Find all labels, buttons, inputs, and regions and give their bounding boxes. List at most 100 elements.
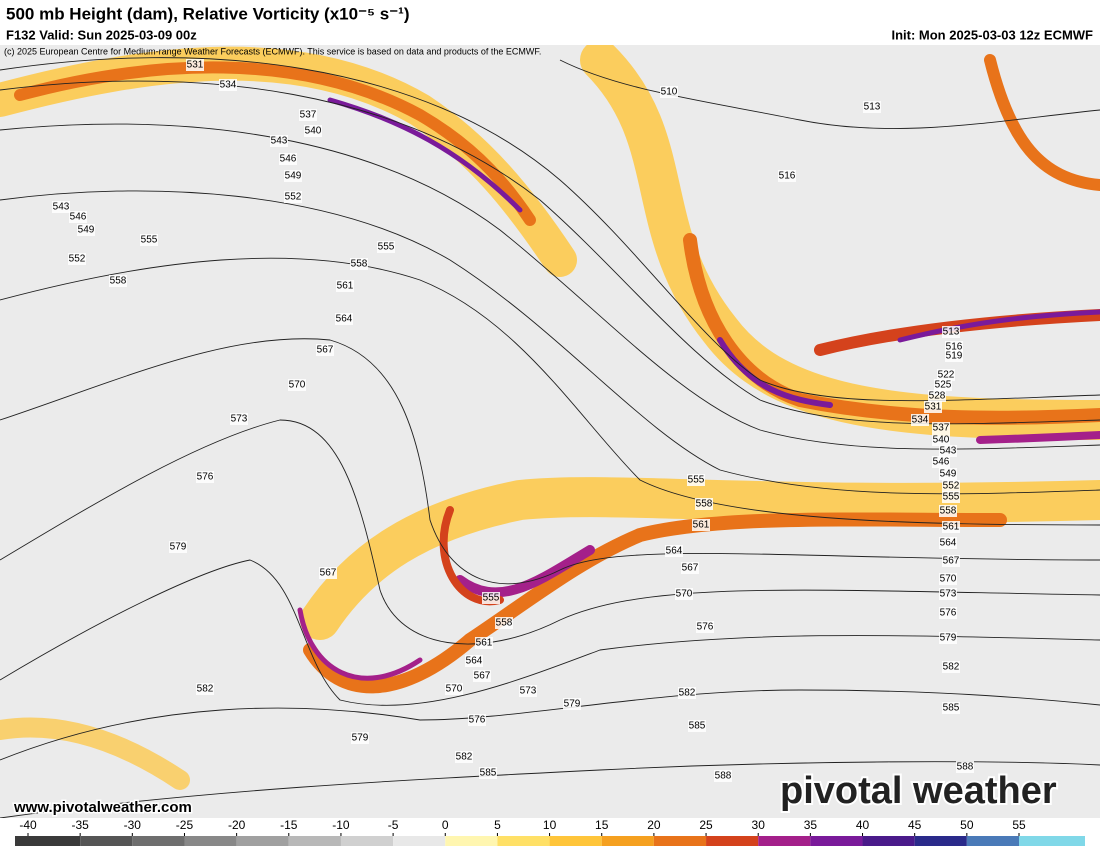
contour-label-bg	[304, 125, 322, 137]
contour-label-bg	[939, 445, 957, 457]
contour-label: 579	[352, 733, 369, 744]
contour-label-bg	[714, 770, 732, 782]
contour-label-bg	[186, 59, 204, 71]
contour-label-bg	[230, 413, 248, 425]
contour-label: 579	[564, 699, 581, 710]
contour-label-bg	[939, 537, 957, 549]
contour-label: 567	[943, 556, 960, 567]
contour-label-bg	[696, 621, 714, 633]
contour-label-bg	[928, 390, 946, 402]
logo: pivotal weather	[780, 770, 1057, 812]
contour-label: 564	[336, 314, 353, 325]
contour-label-bg	[942, 521, 960, 533]
contour-label: 582	[456, 752, 473, 763]
colorbar-tick-label: 25	[699, 818, 713, 832]
contour-label: 564	[940, 538, 957, 549]
contour-label: 582	[197, 684, 214, 695]
contour-label: 555	[378, 242, 395, 253]
colorbar-segment	[80, 836, 133, 846]
colorbar-segment	[862, 836, 915, 846]
colorbar-tick-label: -35	[71, 818, 89, 832]
contour-label-bg	[219, 79, 237, 91]
contour-label-bg	[942, 480, 960, 492]
colorbar-tick-label: 30	[752, 818, 766, 832]
contour-label: 537	[300, 110, 317, 121]
contour-label: 540	[305, 126, 322, 137]
colorbar-segment	[340, 836, 394, 846]
colorbar-segment	[1019, 836, 1085, 846]
contour-label-bg	[932, 456, 950, 468]
contour-label: 540	[933, 435, 950, 446]
contour-label-bg	[455, 751, 473, 763]
contour-label-bg	[377, 241, 395, 253]
contour-label-bg	[942, 555, 960, 567]
contour-label: 564	[666, 546, 683, 557]
colorbar-segment	[445, 836, 498, 846]
colorbar-segment	[966, 836, 1019, 846]
contour-label-bg	[109, 275, 127, 287]
contour-label-bg	[465, 655, 483, 667]
contour-label: 558	[696, 499, 713, 510]
colorbar-tick-label: 50	[960, 818, 974, 832]
contour-label: 561	[337, 281, 354, 292]
contour-label-bg	[932, 422, 950, 434]
contour-label: 531	[925, 402, 942, 413]
colorbar-tick-label: -5	[388, 818, 399, 832]
contour-label: 525	[935, 380, 952, 391]
contour-label: 585	[943, 703, 960, 714]
contour-label-bg	[270, 135, 288, 147]
contour-label-bg	[445, 683, 463, 695]
contour-label: 570	[446, 684, 463, 695]
contour-label-bg	[939, 588, 957, 600]
contour-label: 561	[693, 520, 710, 531]
contour-label-bg	[319, 567, 337, 579]
contour-label-bg	[924, 401, 942, 413]
contour-label-bg	[284, 170, 302, 182]
contour-label: 576	[469, 715, 486, 726]
colorbar-tick-label: -10	[332, 818, 350, 832]
contour-label-bg	[939, 632, 957, 644]
colorbar-tick-label: 20	[647, 818, 661, 832]
colorbar-tick-label: -20	[228, 818, 246, 832]
contour-label: 534	[912, 415, 929, 426]
contour-label: 555	[943, 492, 960, 503]
contour-label: 558	[496, 618, 513, 629]
contour-label: 570	[289, 380, 306, 391]
contour-label-bg	[299, 109, 317, 121]
colorbar-segment	[236, 836, 289, 846]
contour-label: 561	[943, 522, 960, 533]
colorbar-segment	[15, 836, 81, 846]
contour-label: 510	[661, 87, 678, 98]
contour-label: 516	[946, 342, 963, 353]
contour-label-bg	[911, 414, 929, 426]
colorbar-segment	[758, 836, 811, 846]
contour-label: 582	[943, 662, 960, 673]
contour-label-bg	[937, 369, 955, 381]
contour-label: 579	[170, 542, 187, 553]
contour-label: 549	[285, 171, 302, 182]
contour-label-bg	[939, 468, 957, 480]
contour-label: 567	[317, 345, 334, 356]
contour-label-bg	[196, 471, 214, 483]
contour-label-bg	[473, 670, 491, 682]
colorbar: -40 -35 -30 -25 -20 -15 -10 -5 0 5 10 15 20 25 30 35 40 4…	[15, 818, 1085, 846]
colorbar-segment	[549, 836, 602, 846]
contour-label-bg	[468, 714, 486, 726]
colorbar-tick-label: 35	[804, 818, 818, 832]
contour-label: 546	[70, 212, 87, 223]
contour-label-bg	[69, 211, 87, 223]
contour-label-bg	[482, 592, 500, 604]
contour-label-bg	[695, 498, 713, 510]
contour-label-bg	[942, 661, 960, 673]
colorbar-segment	[184, 836, 237, 846]
contour-label-bg	[665, 545, 683, 557]
contour-label-bg	[519, 685, 537, 697]
contour-label: 558	[351, 259, 368, 270]
contour-label: 567	[320, 568, 337, 579]
colorbar-segment	[288, 836, 341, 846]
contour-label-bg	[77, 224, 95, 236]
contour-label-bg	[863, 101, 881, 113]
contour-label: 549	[940, 469, 957, 480]
contour-label: 558	[110, 276, 127, 287]
